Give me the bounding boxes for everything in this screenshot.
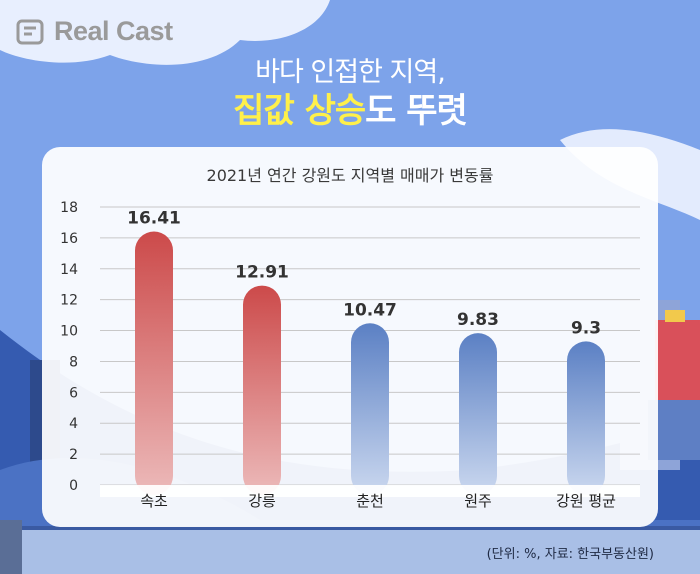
labels: 0 2 4 6 8 10 12 14 16 18 16.41 속초 12.91 강릉 10.47 춘천 9.83… [60, 200, 616, 510]
brand-mark-icon [16, 19, 44, 44]
bar [567, 341, 605, 495]
x-tick-label: 강릉 [248, 492, 276, 510]
y-tick-label: 6 [69, 385, 78, 401]
y-tick-label: 8 [69, 354, 78, 370]
y-tick-label: 12 [60, 293, 78, 309]
bar-value-label: 12.91 [235, 263, 289, 283]
x-tick-label: 속초 [140, 492, 168, 510]
x-tick-label: 춘천 [356, 492, 384, 510]
chart-title: 2021년 연간 강원도 지역별 매매가 변동률 [206, 166, 494, 185]
baseline-cover [100, 485, 640, 497]
bar [351, 323, 389, 495]
y-tick-label: 14 [60, 262, 78, 278]
headline-rest: 도 뚜렷 [365, 91, 468, 131]
bar [459, 333, 497, 495]
logo-text: Real Cast [54, 16, 173, 46]
y-tick-label: 2 [69, 447, 78, 463]
headline-line-2: 집값 상승도 뚜렷 [0, 83, 700, 132]
source-note: (단위: %, 자료: 한국부동산원) [486, 547, 654, 562]
bar-value-label: 9.83 [457, 310, 499, 330]
bar [243, 285, 281, 495]
bars [100, 231, 640, 497]
headline-highlight: 집값 상승 [233, 91, 366, 131]
y-tick-label: 18 [60, 200, 78, 216]
y-tick-label: 0 [69, 478, 78, 494]
x-tick-label: 강원 평균 [556, 492, 616, 510]
bar-value-label: 16.41 [127, 209, 181, 229]
bar-value-label: 10.47 [343, 300, 397, 320]
y-tick-label: 10 [60, 324, 78, 340]
y-tick-label: 16 [60, 231, 78, 247]
bar [135, 231, 173, 495]
y-tick-label: 4 [69, 416, 78, 432]
x-tick-label: 원주 [464, 492, 492, 510]
headline-line-1: 바다 인접한 지역, [255, 57, 446, 88]
bar-value-label: 9.3 [571, 318, 601, 338]
realcast-logo: Real Cast [14, 16, 173, 47]
